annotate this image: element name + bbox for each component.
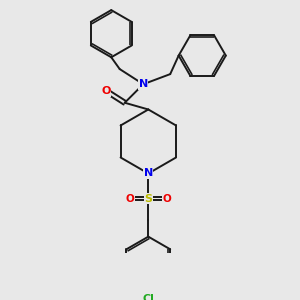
Text: S: S bbox=[144, 194, 152, 204]
Text: N: N bbox=[139, 79, 148, 89]
Text: O: O bbox=[163, 194, 171, 204]
Text: O: O bbox=[101, 86, 111, 96]
Text: Cl: Cl bbox=[142, 294, 154, 300]
Text: N: N bbox=[144, 169, 153, 178]
Text: O: O bbox=[125, 194, 134, 204]
